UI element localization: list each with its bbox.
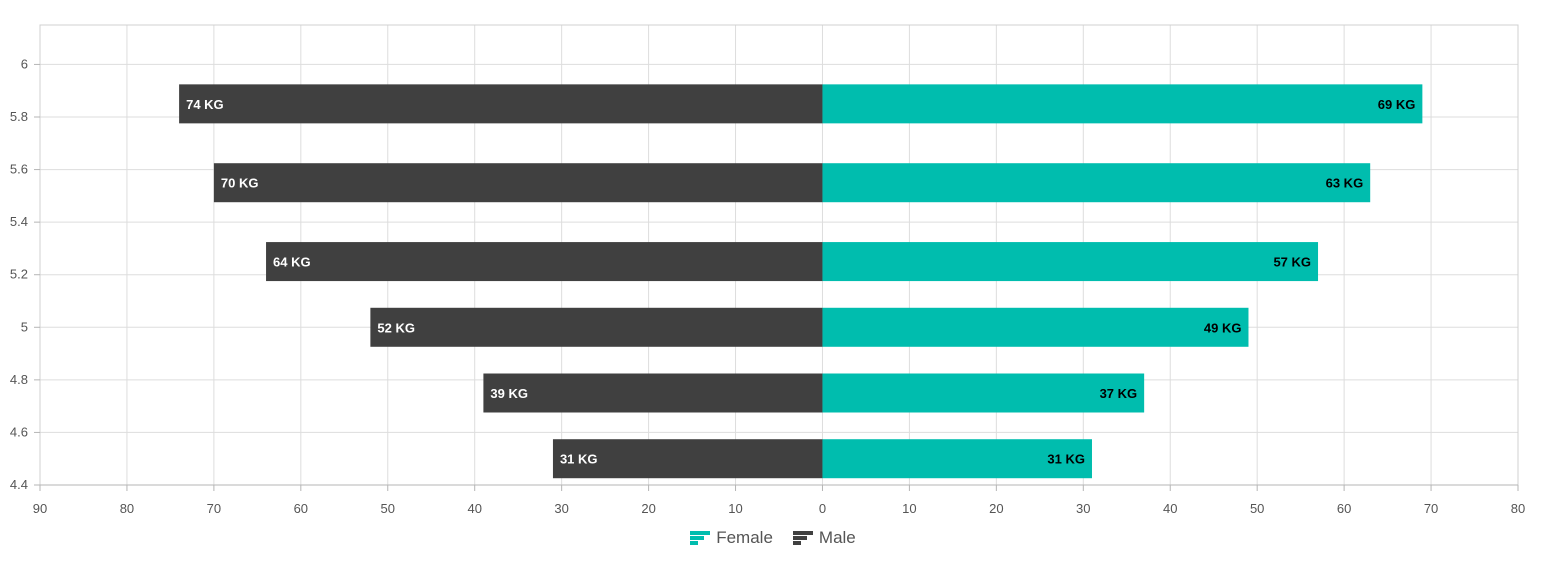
y-tick-label: 5.8 — [10, 109, 28, 124]
bar-male[interactable] — [179, 84, 823, 124]
y-tick-label: 5 — [21, 319, 28, 334]
bar-female[interactable] — [822, 373, 1145, 413]
x-tick-label: 70 — [207, 501, 221, 516]
legend-item-female[interactable]: Female — [690, 528, 773, 548]
x-tick-label: 80 — [1511, 501, 1525, 516]
data-label-female: 63 KG — [1326, 176, 1364, 191]
bar-chart: 31 KG 39 KG 52 KG 64 KG 70 KG 74 KG 31 KG 37 KG… — [10, 24, 1525, 516]
x-tick-label: 70 — [1424, 501, 1438, 516]
x-tick-label: 60 — [294, 501, 308, 516]
data-label-female: 49 KG — [1204, 320, 1242, 335]
bar-male[interactable] — [266, 242, 823, 282]
x-tick-label: 20 — [989, 501, 1003, 516]
data-label-male: 52 KG — [377, 320, 415, 335]
data-label-female: 31 KG — [1047, 452, 1085, 467]
x-tick-label: 10 — [902, 501, 916, 516]
x-tick-label: 10 — [728, 501, 742, 516]
female-legend-icon — [690, 530, 711, 546]
x-tick-label: 60 — [1337, 501, 1351, 516]
data-label-female: 57 KG — [1273, 255, 1311, 270]
data-label-male: 39 KG — [490, 386, 528, 401]
legend-label-female: Female — [716, 528, 773, 547]
data-label-male: 74 KG — [186, 97, 224, 112]
y-tick-label: 5.2 — [10, 267, 28, 282]
bar-male[interactable] — [213, 163, 823, 203]
x-tick-label: 0 — [819, 501, 826, 516]
x-tick-label: 30 — [1076, 501, 1090, 516]
y-tick-label: 6 — [21, 56, 28, 71]
bars: 31 KG 39 KG 52 KG 64 KG 70 KG 74 KG 31 KG 37 KG… — [179, 84, 1423, 479]
bar-female[interactable] — [822, 84, 1423, 124]
axes: 90 80 70 60 50 40 30 20 10 0 10 20 30 40 50 60 70 80 4.4 4.… — [10, 56, 1525, 516]
bar-female[interactable] — [822, 242, 1319, 282]
y-tick-label: 4.4 — [10, 477, 28, 492]
bar-female[interactable] — [822, 307, 1249, 347]
x-tick-label: 30 — [554, 501, 568, 516]
y-tick-label: 4.8 — [10, 372, 28, 387]
y-tick-label: 5.6 — [10, 162, 28, 177]
legend-item-male[interactable]: Male — [792, 528, 856, 548]
legend-label-male: Male — [818, 528, 856, 547]
male-legend-icon — [792, 530, 813, 546]
bar-female[interactable] — [822, 163, 1371, 203]
data-label-male: 31 KG — [560, 452, 598, 467]
legend: Female Male — [0, 528, 1546, 548]
data-label-female: 37 KG — [1100, 386, 1138, 401]
x-tick-label: 50 — [381, 501, 395, 516]
bar-male[interactable] — [552, 439, 823, 479]
data-label-male: 70 KG — [221, 176, 259, 191]
x-tick-label: 40 — [467, 501, 481, 516]
data-label-female: 69 KG — [1378, 97, 1416, 112]
bar-male[interactable] — [370, 307, 823, 347]
x-tick-label: 50 — [1250, 501, 1264, 516]
y-tick-label: 5.4 — [10, 214, 28, 229]
x-tick-label: 40 — [1163, 501, 1177, 516]
x-tick-label: 20 — [641, 501, 655, 516]
bar-male[interactable] — [483, 373, 823, 413]
bar-female[interactable] — [822, 439, 1092, 479]
data-label-male: 64 KG — [273, 255, 311, 270]
x-tick-label: 90 — [33, 501, 47, 516]
y-tick-label: 4.6 — [10, 424, 28, 439]
x-tick-label: 80 — [120, 501, 134, 516]
